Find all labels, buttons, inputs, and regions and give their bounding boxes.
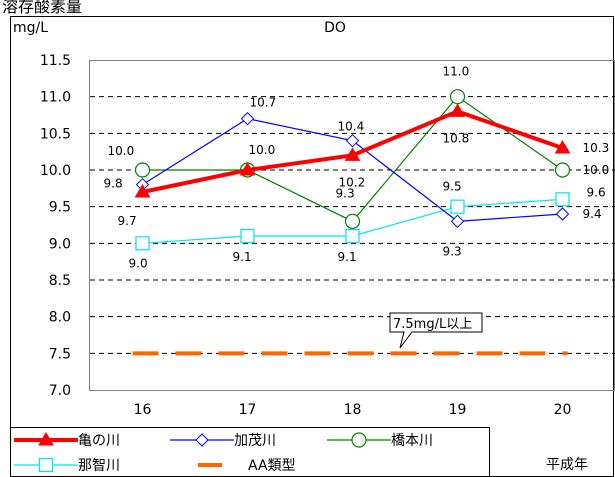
x-tick-label: 19 — [449, 402, 467, 418]
data-label: 11.0 — [443, 65, 470, 79]
data-point — [450, 199, 465, 214]
x-tick-label: 18 — [344, 402, 362, 418]
data-point — [555, 207, 570, 221]
data-label: 10.4 — [338, 120, 365, 134]
legend-label: AA類型 — [248, 458, 296, 474]
data-label: 9.3 — [336, 186, 355, 200]
data-label: 9.3 — [443, 244, 462, 258]
data-point — [240, 228, 255, 244]
data-label: 9.1 — [338, 250, 357, 264]
data-point — [344, 213, 361, 229]
data-label: 10.0 — [108, 144, 135, 158]
legend-label: 那智川 — [78, 458, 120, 474]
annotation-callout — [389, 312, 483, 349]
y-tick-label: 11.5 — [40, 53, 71, 69]
data-label: 9.8 — [104, 177, 123, 191]
data-point — [554, 140, 571, 154]
data-point — [345, 228, 360, 244]
legend-label: 橋本川 — [391, 433, 433, 449]
x-tick-label: 17 — [239, 402, 257, 418]
y-tick-label: 10.5 — [40, 126, 71, 142]
legend-marker — [195, 433, 209, 447]
y-tick-label: 11.0 — [40, 90, 71, 106]
data-label: 9.5 — [443, 180, 462, 194]
data-point — [554, 162, 571, 178]
y-axis-unit: mg/L — [13, 20, 48, 36]
legend-marker — [38, 457, 54, 473]
data-point — [240, 111, 255, 126]
header-fragment: 溶存酸素量 — [2, 0, 82, 16]
annotation-text: 7.5mg/L以上 — [393, 317, 472, 332]
data-label: 9.4 — [583, 207, 602, 221]
data-label: 9.1 — [233, 250, 252, 264]
y-tick-label: 7.0 — [49, 383, 71, 399]
data-label: 9.6 — [587, 185, 606, 199]
data-label: 9.7 — [118, 214, 137, 228]
data-point — [134, 162, 151, 178]
data-label: 10.8 — [443, 131, 470, 145]
data-label: 9.0 — [129, 256, 148, 270]
data-point — [134, 184, 151, 198]
data-point — [449, 89, 466, 105]
x-axis-label: 平成年 — [546, 457, 588, 473]
y-tick-label: 7.5 — [49, 346, 71, 362]
data-point — [449, 103, 466, 117]
y-tick-label: 10.0 — [40, 163, 71, 179]
data-point — [239, 162, 256, 176]
data-label: 10.0 — [583, 163, 610, 177]
data-label: 10.0 — [249, 143, 276, 157]
legend-marker — [38, 432, 54, 446]
legend-label: 亀の川 — [78, 433, 120, 449]
data-label: 10.3 — [583, 141, 610, 155]
legend — [10, 427, 490, 477]
data-label: 10.2 — [339, 175, 366, 189]
y-tick-label: 9.0 — [49, 236, 71, 252]
y-tick-label: 8.5 — [49, 273, 71, 289]
chart-title: DO — [324, 20, 346, 36]
data-point — [345, 133, 360, 148]
legend-label: 加茂川 — [234, 432, 276, 449]
y-tick-label: 8.0 — [49, 310, 71, 326]
data-point — [344, 147, 361, 161]
legend-marker — [351, 432, 367, 448]
data-point — [135, 236, 150, 251]
data-point — [450, 214, 465, 229]
x-tick-label: 16 — [134, 402, 152, 418]
x-tick-label: 20 — [554, 402, 572, 418]
y-tick-label: 9.5 — [49, 200, 71, 216]
data-point — [555, 192, 570, 207]
chart-frame — [10, 16, 614, 477]
data-label: 10.7 — [250, 96, 277, 110]
